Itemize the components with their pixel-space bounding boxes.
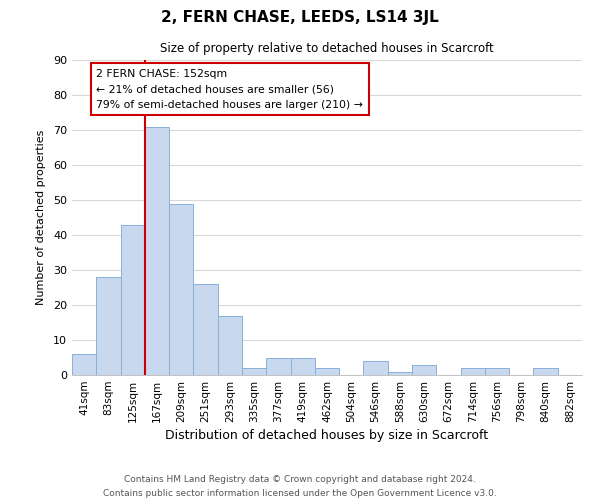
Bar [533,368,558,375]
Y-axis label: Number of detached properties: Number of detached properties [36,130,46,305]
Bar [461,368,485,375]
X-axis label: Distribution of detached houses by size in Scarcroft: Distribution of detached houses by size … [166,429,488,442]
Bar [388,372,412,375]
Text: Contains HM Land Registry data © Crown copyright and database right 2024.
Contai: Contains HM Land Registry data © Crown c… [103,476,497,498]
Bar [145,126,169,375]
Bar [169,204,193,375]
Title: Size of property relative to detached houses in Scarcroft: Size of property relative to detached ho… [160,42,494,54]
Bar [193,284,218,375]
Bar [121,224,145,375]
Text: 2, FERN CHASE, LEEDS, LS14 3JL: 2, FERN CHASE, LEEDS, LS14 3JL [161,10,439,25]
Bar [315,368,339,375]
Bar [218,316,242,375]
Bar [96,277,121,375]
Bar [72,354,96,375]
Text: 2 FERN CHASE: 152sqm
← 21% of detached houses are smaller (56)
79% of semi-detac: 2 FERN CHASE: 152sqm ← 21% of detached h… [96,68,363,110]
Bar [485,368,509,375]
Bar [412,364,436,375]
Bar [242,368,266,375]
Bar [290,358,315,375]
Bar [266,358,290,375]
Bar [364,361,388,375]
